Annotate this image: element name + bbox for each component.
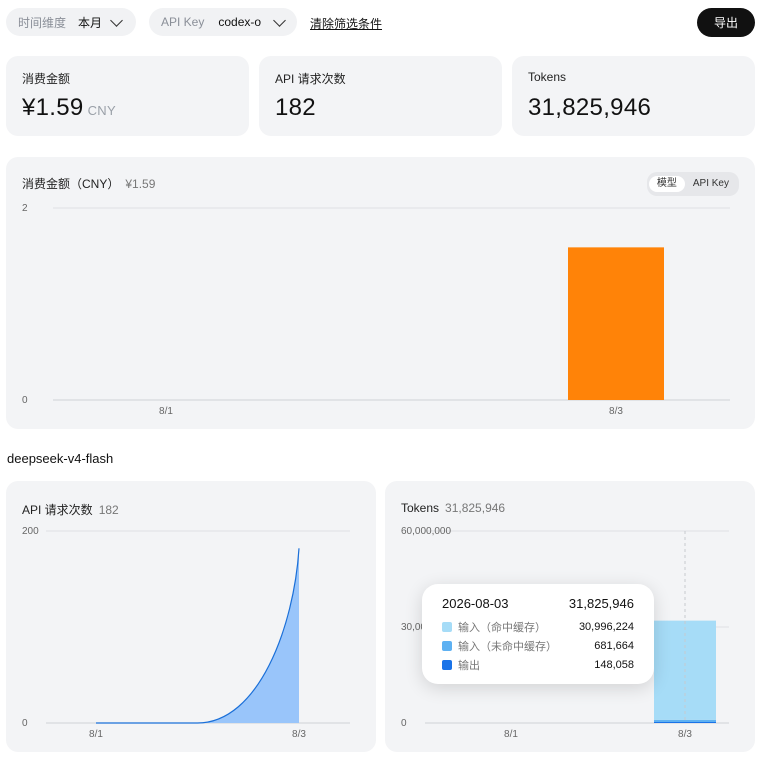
clear-filters-link[interactable]: 清除筛选条件 [310, 17, 383, 31]
tooltip-row-label: 输入（命中缓存） [458, 622, 546, 634]
time-dimension-label: 时间维度 [18, 15, 67, 30]
api-key-label: API Key [161, 15, 205, 29]
chevron-down-icon [273, 13, 286, 27]
legend-swatch [442, 622, 452, 632]
stat-card-cost: 消费金额 ¥1.59 CNY [6, 56, 249, 136]
stat-value: 31,825,946 [528, 94, 652, 121]
time-dimension-value: 本月 [78, 15, 103, 30]
stat-label: API 请求次数 [275, 72, 346, 86]
stat-value: ¥1.59 CNY [22, 94, 116, 121]
tooltip-total: 31,825,946 [568, 596, 634, 611]
requests-line [96, 548, 300, 724]
y-tick-label: 60,000,000 [401, 526, 451, 537]
api-key-value: codex-o [218, 15, 262, 29]
model-section-title: deepseek-v4-flash [7, 451, 114, 466]
stat-unit: CNY [87, 103, 116, 118]
y-tick-label: 0 [22, 718, 28, 729]
api-key-select[interactable]: API Key codex-o [149, 8, 297, 36]
y-tick-label: 2 [22, 203, 28, 214]
stat-value: 182 [275, 94, 316, 121]
toggle-api-key[interactable]: API Key [692, 178, 729, 189]
legend-swatch [442, 660, 452, 670]
cost-chart-title: 消费金额（CNY） ¥1.59 [22, 177, 156, 191]
tooltip-row-label: 输出 [458, 660, 480, 672]
tokens-bar-segment [654, 722, 716, 723]
group-by-toggle[interactable]: 模型 API Key [646, 172, 739, 196]
requests-area-chart: 0 200 8/1 8/3 [22, 526, 350, 740]
tooltip-date: 2026-08-03 [442, 596, 509, 611]
cost-bar [568, 247, 664, 400]
x-tick-label: 8/3 [292, 729, 306, 740]
x-tick-label: 8/1 [89, 729, 103, 740]
x-tick-label: 8/1 [504, 729, 518, 740]
cost-bar-chart: 0 2 8/1 8/3 [22, 203, 730, 417]
requests-chart-total: 182 [98, 503, 119, 517]
y-tick-label: 0 [22, 395, 28, 406]
cost-chart-total: ¥1.59 [125, 177, 156, 191]
chevron-down-icon [110, 13, 123, 27]
export-button[interactable]: 导出 [697, 8, 755, 37]
x-tick-label: 8/3 [678, 729, 692, 740]
cost-chart-card: 消费金额（CNY） ¥1.59 模型 API Key 0 2 8/1 8/3 [6, 157, 755, 429]
tokens-chart-title: Tokens 31,825,946 [401, 501, 506, 515]
tooltip-row-value: 148,058 [594, 659, 634, 671]
x-tick-label: 8/1 [159, 406, 173, 417]
time-dimension-select[interactable]: 时间维度 本月 [6, 8, 136, 36]
stat-card-requests: API 请求次数 182 [259, 56, 502, 136]
chart-tooltip: 2026-08-03 31,825,946 输入（命中缓存） 30,996,22… [422, 584, 654, 684]
legend-swatch [442, 641, 452, 651]
tooltip-header: 2026-08-03 31,825,946 [442, 596, 634, 611]
tooltip-row: 输出 148,058 [442, 657, 634, 673]
y-tick-label: 0 [401, 718, 407, 729]
requests-area [96, 548, 299, 723]
stat-card-tokens: Tokens 31,825,946 [512, 56, 755, 136]
x-tick-label: 8/3 [609, 406, 623, 417]
stat-label: Tokens [528, 70, 567, 84]
tooltip-row-value: 681,664 [594, 640, 634, 652]
tooltip-row: 输入（命中缓存） 30,996,224 [442, 619, 634, 635]
tokens-bar-segment [654, 719, 716, 722]
requests-chart-card: API 请求次数 182 0 200 8/1 8/3 [6, 481, 376, 752]
tooltip-row-label: 输入（未命中缓存） [458, 641, 557, 653]
requests-chart-title: API 请求次数 182 [22, 503, 119, 517]
stat-label: 消费金额 [22, 72, 71, 86]
tooltip-row-value: 30,996,224 [578, 621, 634, 633]
y-tick-label: 200 [22, 526, 39, 537]
toggle-model[interactable]: 模型 [648, 176, 685, 192]
tokens-chart-total: 31,825,946 [445, 501, 506, 515]
tooltip-row: 输入（未命中缓存） 681,664 [442, 638, 634, 654]
